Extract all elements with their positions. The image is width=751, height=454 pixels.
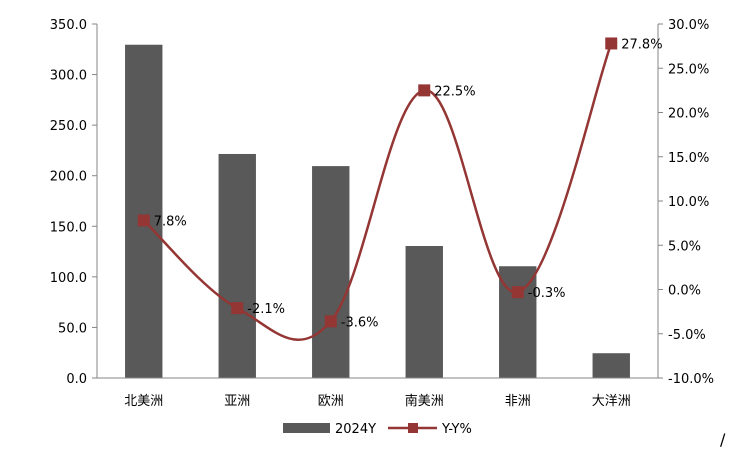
left-tick-label: 0.0: [66, 372, 87, 387]
category-label: 南美洲: [405, 393, 444, 409]
right-tick-label: -10.0%: [668, 372, 714, 387]
bar: [125, 44, 163, 379]
legend-swatch-marker: [408, 423, 418, 433]
bar: [592, 353, 630, 378]
left-axis: 0.0 50.0 100.0 150.0 200.0 250.0 300.0 350.0: [50, 18, 98, 387]
right-tick-label: 0.0%: [668, 284, 701, 299]
right-tick-label: 15.0%: [668, 151, 709, 166]
category-label: 大洋洲: [592, 394, 631, 409]
left-tick-label: 100.0: [50, 271, 87, 286]
left-tick-label: 250.0: [50, 119, 87, 134]
data-label: 27.8%: [621, 37, 662, 52]
line-marker: [231, 302, 244, 315]
right-tick-label: -5.0%: [668, 328, 706, 343]
line-marker: [324, 315, 337, 328]
right-tick-label: 5.0%: [668, 239, 701, 254]
left-tick-label: 150.0: [50, 220, 87, 235]
left-tick-label: 50.0: [58, 321, 87, 336]
line-marker: [605, 37, 618, 50]
line-series: 7.8% -2.1% -3.6% 22.5% -0.3% 27.8%: [137, 37, 663, 342]
category-label: 非洲: [505, 394, 531, 409]
bar-series: [125, 44, 630, 379]
data-label: -3.6%: [341, 315, 379, 330]
x-axis: 北美洲 亚洲 欧洲 南美洲 非洲 大洋洲: [97, 377, 658, 409]
right-tick-label: 10.0%: [668, 195, 709, 210]
right-axis: -10.0% -5.0% 0.0% 5.0% 10.0% 15.0% 20.0% 25.0% 3…: [657, 18, 714, 387]
left-tick-label: 350.0: [50, 18, 87, 33]
data-label: -2.1%: [247, 302, 285, 317]
line-marker: [418, 84, 431, 97]
legend-label-line: Y-Y%: [441, 422, 472, 437]
data-label: 7.8%: [154, 214, 187, 229]
data-label: 22.5%: [434, 84, 475, 99]
category-label: 亚洲: [224, 394, 250, 409]
left-tick-label: 200.0: [50, 170, 87, 185]
category-label: 欧洲: [318, 394, 344, 409]
line-marker: [511, 286, 524, 299]
bar: [405, 246, 443, 378]
bar: [218, 153, 256, 378]
trailing-mark: /: [720, 430, 726, 449]
category-label: 北美洲: [124, 394, 163, 409]
legend-label-bar: 2024Y: [335, 422, 376, 437]
data-label: -0.3%: [528, 286, 566, 301]
right-tick-label: 30.0%: [668, 18, 709, 33]
legend: 2024Y Y-Y%: [283, 422, 472, 437]
line-marker: [137, 214, 150, 227]
bar: [312, 166, 350, 378]
left-tick-label: 300.0: [50, 69, 87, 84]
legend-swatch-bar: [283, 423, 330, 433]
right-tick-label: 20.0%: [668, 107, 709, 122]
right-tick-label: 25.0%: [668, 62, 709, 77]
